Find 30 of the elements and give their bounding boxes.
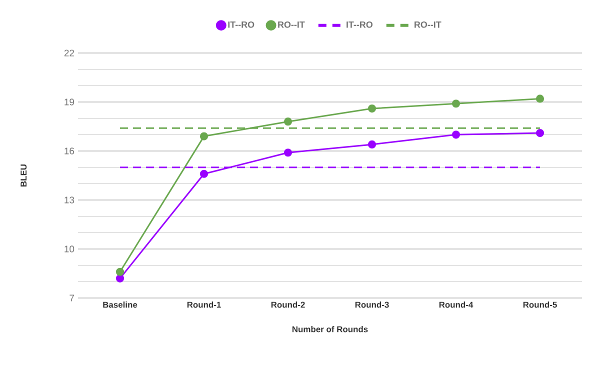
legend-label: IT--RO xyxy=(346,21,373,28)
point xyxy=(536,128,544,138)
point xyxy=(452,100,460,108)
y-tick-label: 16 xyxy=(64,148,74,154)
x-tick-label: Round-5 xyxy=(523,302,557,308)
x-tick-label: Round-1 xyxy=(187,302,221,308)
point xyxy=(284,148,292,157)
y-tick-label: 10 xyxy=(64,246,74,252)
point xyxy=(536,94,544,103)
point xyxy=(116,274,124,282)
point xyxy=(368,140,376,149)
x-axis-title: Number of Rounds xyxy=(292,326,368,332)
x-tick-label: Round-3 xyxy=(355,302,389,308)
point xyxy=(452,130,460,139)
x-tick-label: Round-4 xyxy=(439,302,474,308)
y-tick-label: 7 xyxy=(70,294,74,302)
y-tick-label: 19 xyxy=(64,98,74,106)
point xyxy=(116,268,124,276)
x-tick-label: Baseline xyxy=(103,302,138,308)
y-axis-title: BLEU xyxy=(20,164,27,186)
x-tick-label: Round-2 xyxy=(271,302,305,308)
point xyxy=(284,118,292,126)
legend-label: RO--IT xyxy=(414,21,442,28)
y-tick-label: 22 xyxy=(64,50,74,56)
y-tick-label: 13 xyxy=(64,196,74,204)
legend-label: IT--RO xyxy=(228,21,254,28)
point xyxy=(368,104,376,113)
point xyxy=(200,132,208,140)
legend-label: RO--IT xyxy=(278,21,305,28)
point xyxy=(200,170,208,178)
